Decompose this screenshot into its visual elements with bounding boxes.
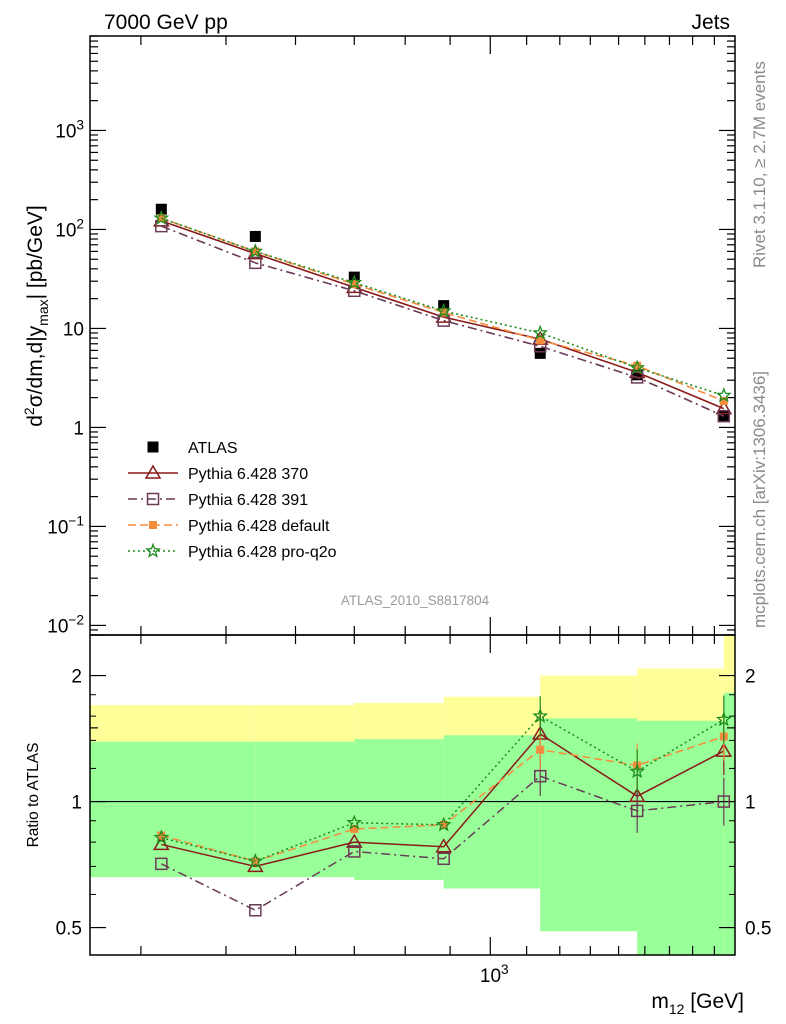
ratio-uncertainty-bands [90, 635, 735, 955]
legend-label: Pythia 6.428 391 [188, 492, 308, 509]
ratio-y-tick-label-left: 2 [71, 667, 82, 688]
data-point [350, 280, 359, 289]
data-point [715, 387, 732, 403]
ratio-series-3 [153, 695, 732, 869]
data-point [247, 243, 264, 259]
data-point [346, 274, 363, 290]
process-label: Jets [691, 11, 730, 34]
data-point [631, 369, 643, 381]
data-point [536, 336, 545, 345]
main-series-4 [153, 209, 732, 403]
series-line [161, 715, 725, 863]
legend-entry-4: Pythia 6.428 pro-q2o [128, 542, 337, 561]
data-point [249, 230, 261, 242]
data-point [153, 829, 170, 845]
main-y-tick-label: 103 [55, 117, 84, 142]
data-point [532, 707, 549, 723]
x-tick-label: 103 [480, 962, 509, 987]
data-point [435, 816, 452, 832]
data-point [715, 400, 733, 415]
data-point [629, 359, 646, 375]
data-point [439, 308, 448, 317]
legend-label: ATLAS [188, 440, 238, 457]
data-point [346, 814, 363, 830]
data-point [348, 845, 361, 858]
series-line [161, 225, 725, 417]
data-point [715, 711, 732, 727]
data-point [155, 857, 168, 871]
x-axis-label: m12 [GeV] [651, 990, 744, 1017]
data-point [630, 371, 644, 384]
ratio-y-tick-label-left: 1 [71, 793, 82, 814]
main-y-tick-label: 102 [55, 216, 84, 241]
data-point [717, 795, 731, 808]
legend-entry-3: Pythia 6.428 default [128, 518, 330, 535]
legend-entry-2: Pythia 6.428 391 [128, 492, 308, 509]
data-point [536, 745, 545, 754]
legend-entry-1: Pythia 6.428 370 [128, 464, 308, 483]
data-point [145, 542, 161, 558]
data-point [350, 824, 359, 833]
data-point [144, 464, 162, 479]
ratio-y-tick-label-right: 2 [745, 667, 756, 688]
data-point [155, 203, 167, 215]
data-point [435, 838, 453, 853]
ratio-y-tick-label-right: 1 [745, 793, 756, 814]
data-point [630, 804, 644, 818]
main-y-tick-label: 10−1 [47, 513, 84, 538]
data-point [157, 831, 166, 840]
data-point [247, 853, 264, 869]
ratio-y-tick-label-left: 0.5 [56, 919, 82, 940]
data-point [719, 396, 728, 405]
data-point [437, 852, 450, 866]
legend-entry-0: ATLAS [147, 440, 238, 457]
axis-ticks [90, 35, 735, 955]
data-point [251, 247, 260, 256]
data-point [249, 256, 262, 270]
data-point [345, 833, 363, 848]
legend-label: Pythia 6.428 370 [188, 466, 308, 483]
ratio-y-axis-label: Ratio to ATLAS [25, 743, 42, 848]
data-point [534, 347, 546, 359]
analysis-tag: ATLAS_2010_S8817804 [341, 593, 490, 608]
data-point [629, 763, 646, 779]
green-band-3 [443, 735, 541, 889]
main-y-tick-label: 10 [63, 319, 84, 340]
legend-label: Pythia 6.428 pro-q2o [188, 544, 337, 561]
main-panel-frame [89, 35, 736, 636]
data-point [717, 409, 731, 423]
main-panel-series [153, 203, 733, 423]
green-band-5 [637, 720, 724, 955]
legend-label: Pythia 6.428 default [188, 518, 330, 535]
data-point [249, 904, 262, 917]
main-y-tick-label: 10−2 [47, 612, 84, 637]
data-point [633, 361, 642, 370]
data-point [147, 441, 159, 453]
data-point [149, 521, 157, 529]
ratio-panel-series [153, 695, 733, 917]
ratio-series-1 [155, 756, 731, 917]
energy-label: 7000 GeV pp [104, 11, 228, 34]
data-point [533, 769, 547, 783]
ratio-panel-frame [89, 634, 736, 956]
data-point [153, 209, 170, 225]
data-point [532, 324, 549, 340]
data-point [435, 302, 452, 318]
main-y-tick-label: 1 [73, 418, 84, 439]
main-series-2 [155, 219, 731, 423]
green-band-2 [354, 739, 444, 880]
main-y-axis-label: d2σ/dm,d|ymax| [pb/GeV] [21, 205, 51, 427]
green-band-6 [723, 692, 735, 955]
green-band-0 [90, 741, 256, 878]
data-point [146, 492, 160, 506]
axis-tick-labels: 10−2 10−1 1 10 102 103 0.5 0.5 1 1 2 2 103 [47, 117, 771, 987]
rivet-version-label: Rivet 3.1.10, ≥ 2.7M events [750, 61, 769, 268]
green-band-4 [540, 718, 638, 932]
ratio-y-tick-label-right: 0.5 [745, 919, 771, 940]
data-point [439, 820, 448, 829]
legend: ATLAS Pythia 6.428 370 Pythia 6.428 391 Pyt… [128, 440, 337, 561]
mcplots-label: mcplots.cern.ch [arXiv:1306.3436] [750, 371, 769, 628]
